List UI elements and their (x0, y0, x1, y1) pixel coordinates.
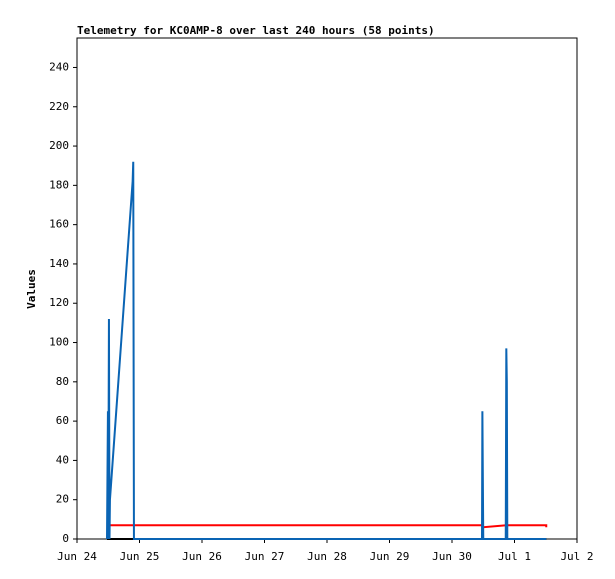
x-tick-label: Jun 26 (182, 550, 222, 563)
y-tick-label: 40 (56, 453, 69, 466)
y-tick-label: 120 (49, 296, 69, 309)
x-tick-label: Jun 28 (307, 550, 347, 563)
x-tick-label: Jun 25 (120, 550, 160, 563)
y-tick-label: 220 (49, 100, 69, 113)
x-tick-label: Jun 24 (57, 550, 97, 563)
chart-title: Telemetry for KC0AMP-8 over last 240 hou… (77, 24, 435, 37)
y-tick-label: 240 (49, 60, 69, 73)
x-tick-label: Jun 27 (245, 550, 285, 563)
y-tick-label: 60 (56, 414, 69, 427)
series-line (108, 524, 548, 529)
series-line (106, 161, 547, 540)
y-tick-label: 80 (56, 375, 69, 388)
x-tick-label: Jun 29 (370, 550, 410, 563)
y-axis-label: Values (25, 269, 38, 309)
y-tick-label: 200 (49, 139, 69, 152)
y-tick-label: 0 (62, 532, 69, 545)
y-tick-label: 20 (56, 493, 69, 506)
y-tick-label: 140 (49, 257, 69, 270)
y-tick-label: 100 (49, 336, 69, 349)
x-tick-label: Jun 30 (432, 550, 472, 563)
y-tick-label: 160 (49, 218, 69, 231)
y-tick-label: 180 (49, 178, 69, 191)
x-tick-label: Jul 1 (498, 550, 531, 563)
x-tick-label: Jul 2 (560, 550, 593, 563)
plot-area (76, 37, 578, 540)
